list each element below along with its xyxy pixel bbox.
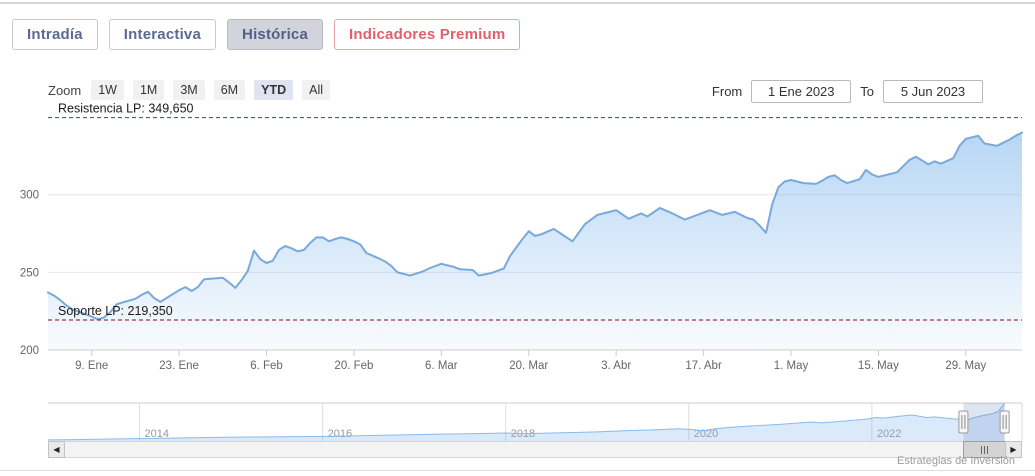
tab-bar: Intradía Interactiva Histórica Indicadores … [12, 19, 521, 50]
navigator-year-label: 2020 [694, 428, 718, 440]
to-label: To [860, 84, 874, 99]
scrollbar-left-arrow-icon[interactable]: ◀ [48, 441, 65, 458]
tab-intradía[interactable]: Intradía [12, 19, 98, 50]
tab-indicadores-premium[interactable]: Indicadores Premium [334, 19, 521, 50]
x-axis-label: 15. May [858, 360, 899, 372]
zoom-range-button-ytd[interactable]: YTD [254, 80, 294, 100]
navigator-gridlines: 20142016201820202022 [139, 403, 1023, 441]
zoom-buttons: 1W 1M 3M 6M YTD All [91, 80, 331, 100]
x-axis: 9. Ene 23. Ene 6. Feb 20. Feb 6. Mar 20. Mar 3… [48, 349, 1022, 372]
y-axis-label: 250 [20, 267, 39, 279]
x-axis-label: 6. Feb [250, 360, 283, 372]
bottom-divider [0, 470, 1035, 471]
x-axis-label: 1. May [774, 360, 809, 372]
zoom-bar: Zoom 1W 1M 3M 6M YTD All [48, 80, 331, 100]
zoom-range-button-6m[interactable]: 6M [213, 80, 246, 100]
price-line-series [47, 131, 1023, 321]
navigator-selected-range[interactable] [963, 403, 1005, 441]
zoom-range-button-1m[interactable]: 1M [132, 80, 165, 100]
x-axis-label: 3. Abr [601, 360, 631, 372]
tab-interactiva[interactable]: Interactiva [108, 19, 217, 50]
navigator-year-label: 2014 [145, 428, 169, 440]
zoom-range-button-1w[interactable]: 1W [91, 80, 124, 100]
navigator-chart: 20142016201820202022 [47, 402, 1023, 441]
from-date-input[interactable] [751, 80, 852, 103]
x-axis-label: 9. Ene [75, 360, 108, 372]
price-area-series [48, 132, 1022, 350]
to-date-input[interactable] [883, 80, 983, 103]
zoom-range-button-all[interactable]: All [302, 80, 331, 100]
main-price-chart: 200 250 300 Resistencia LP: 349,650 Soporte … [20, 102, 1023, 372]
date-range-bar: From To [712, 80, 983, 103]
y-axis-label: 200 [20, 345, 39, 357]
y-axis-label: 300 [20, 190, 39, 202]
navigator-area-series [48, 403, 1005, 441]
x-axis-label: 20. Mar [509, 360, 548, 372]
navigator-left-handle[interactable] [958, 410, 969, 434]
navigator-line-series [47, 403, 1005, 441]
navigator-right-handle[interactable] [999, 410, 1010, 434]
x-axis-label: 6. Mar [425, 360, 458, 372]
tab-histórica[interactable]: Histórica [227, 19, 324, 50]
resistance-label: Resistencia LP: 349,650 [58, 102, 194, 116]
zoom-label: Zoom [48, 82, 82, 98]
x-axis-label: 23. Ene [159, 360, 199, 372]
resistance-level: Resistencia LP: 349,650 [48, 102, 1022, 119]
x-axis-label: 29. May [945, 360, 986, 372]
x-axis-label: 17. Abr [685, 360, 722, 372]
zoom-range-button-3m[interactable]: 3M [173, 80, 205, 100]
scrollbar-right-arrow-icon[interactable]: ▶ [1005, 441, 1022, 458]
navigator-year-label: 2016 [328, 428, 352, 440]
top-divider [0, 2, 1035, 4]
support-label: Soporte LP: 219,350 [58, 304, 173, 318]
watermark: Estrategias de Inversión [896, 455, 1015, 467]
navigator-year-label: 2022 [877, 428, 901, 440]
x-axis-label: 20. Feb [334, 360, 373, 372]
from-label: From [711, 84, 743, 99]
support-level: Soporte LP: 219,350 [48, 304, 1022, 321]
chart-scrollbar[interactable]: ◀ ▶ [48, 441, 1022, 458]
